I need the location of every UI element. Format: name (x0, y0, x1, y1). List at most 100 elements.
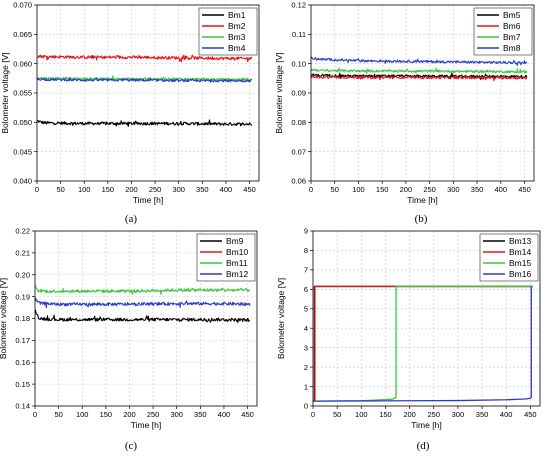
x-tick-label: 0 (309, 185, 313, 194)
legend-label: Bm13 (509, 236, 531, 246)
panel-0: 0 50 100 150 200 250 300 350 400 450 0.040 0.045 0.0… (0, 1, 260, 225)
y-tick-label: 0 (304, 402, 308, 411)
x-tick-label: 100 (355, 410, 368, 419)
legend-box (479, 233, 539, 282)
y-tick-label: 0.11 (292, 30, 306, 39)
y-tick-label: 0.060 (13, 59, 32, 68)
panel-label: (d) (417, 440, 430, 452)
x-tick-label: 300 (447, 185, 460, 194)
x-tick-label: 150 (376, 185, 389, 194)
y-tick-label: 8 (304, 246, 308, 255)
x-tick-label: 200 (403, 410, 416, 419)
x-tick-label: 400 (495, 185, 508, 194)
x-axis-label: Time [h] (133, 195, 163, 205)
x-tick-label: 150 (100, 410, 113, 419)
x-tick-label: 350 (194, 410, 207, 419)
series-line-bm1 (36, 119, 253, 127)
series-line-bm4 (36, 77, 252, 83)
x-tick-label: 450 (518, 185, 531, 194)
legend-label: Bm14 (509, 247, 531, 257)
y-tick-label: 0.07 (291, 147, 306, 156)
legend-label: Bm5 (503, 10, 521, 20)
legend-label: Bm3 (228, 32, 246, 42)
x-tick-label: 250 (423, 185, 436, 194)
x-axis-label: Time [h] (411, 420, 441, 430)
x-tick-label: 150 (102, 185, 115, 194)
legend-label: Bm16 (509, 269, 531, 279)
x-tick-label: 350 (476, 410, 489, 419)
y-tick-label: 4 (304, 324, 308, 333)
y-tick-label: 0.050 (13, 118, 32, 127)
series-line-bm7 (310, 67, 528, 74)
series-line-bm6 (310, 74, 528, 82)
x-tick-label: 300 (452, 410, 465, 419)
legend-label: Bm1 (228, 10, 246, 20)
y-tick-label: 0.15 (15, 380, 30, 389)
x-tick-label: 450 (524, 410, 537, 419)
x-tick-label: 250 (147, 410, 160, 419)
panel-label: (b) (415, 213, 428, 225)
x-tick-label: 400 (220, 185, 233, 194)
legend-label: Bm11 (226, 258, 248, 268)
x-tick-label: 50 (56, 185, 64, 194)
y-axis-label: Bolometer voltage [V] (274, 52, 284, 133)
y-tick-label: 0.21 (15, 249, 30, 258)
x-tick-label: 0 (33, 410, 37, 419)
y-tick-label: 0.08 (291, 118, 306, 127)
x-axis-label: Time [h] (407, 195, 437, 205)
y-tick-label: 0.17 (15, 336, 30, 345)
legend-label: Bm15 (509, 258, 531, 268)
series-line-bm14 (313, 285, 533, 401)
legend-box (198, 7, 258, 56)
legend-label: Bm12 (226, 269, 248, 279)
y-axis-label: Bolometer voltage [V] (0, 278, 8, 359)
series-line-bm15 (312, 285, 533, 402)
legend-label: Bm8 (503, 43, 521, 53)
y-axis-label: Bolometer voltage [V] (276, 278, 286, 359)
y-tick-label: 1 (304, 382, 308, 391)
x-tick-label: 350 (196, 185, 209, 194)
y-tick-label: 0.09 (291, 89, 306, 98)
x-tick-label: 250 (427, 410, 440, 419)
x-tick-label: 200 (123, 410, 136, 419)
series-line-bm12 (34, 297, 251, 309)
y-tick-label: 0.070 (13, 1, 32, 10)
y-tick-label: 6 (304, 285, 308, 294)
x-tick-label: 350 (471, 185, 484, 194)
legend-label: Bm9 (226, 236, 244, 246)
series-line-bm16 (312, 286, 532, 402)
x-tick-label: 0 (311, 410, 315, 419)
plot-frame (312, 230, 541, 407)
x-tick-label: 200 (400, 185, 413, 194)
y-tick-label: 0.14 (15, 402, 30, 411)
y-axis-label: Bolometer voltage [V] (0, 52, 10, 133)
legend-box (473, 7, 533, 56)
x-tick-label: 450 (243, 185, 256, 194)
y-tick-label: 0.12 (291, 1, 306, 10)
x-tick-label: 100 (352, 185, 365, 194)
y-tick-label: 0.19 (15, 292, 30, 301)
x-tick-label: 300 (172, 185, 185, 194)
x-tick-label: 400 (500, 410, 513, 419)
panel-3: 0 50 100 150 200 250 300 350 400 450 0 1 2 3 4 5 6 7 8 9 Tim… (276, 227, 541, 452)
legend-label: Bm4 (228, 43, 246, 53)
legend-label: Bm7 (503, 32, 521, 42)
y-tick-label: 0.18 (15, 314, 30, 323)
x-tick-label: 50 (331, 185, 339, 194)
x-tick-label: 150 (379, 410, 392, 419)
y-tick-label: 0.045 (13, 147, 32, 156)
legend-label: Bm6 (503, 21, 521, 31)
y-tick-label: 0.20 (15, 270, 30, 279)
panel-2: 0 50 100 150 200 250 300 350 400 450 0.14 0.15 0.16 0… (0, 227, 258, 452)
x-tick-label: 200 (125, 185, 138, 194)
y-tick-label: 0.055 (13, 89, 32, 98)
panel-label: (a) (125, 213, 138, 225)
legend-label: Bm10 (226, 247, 248, 257)
x-tick-label: 400 (218, 410, 231, 419)
series-line-bm11 (34, 284, 251, 295)
